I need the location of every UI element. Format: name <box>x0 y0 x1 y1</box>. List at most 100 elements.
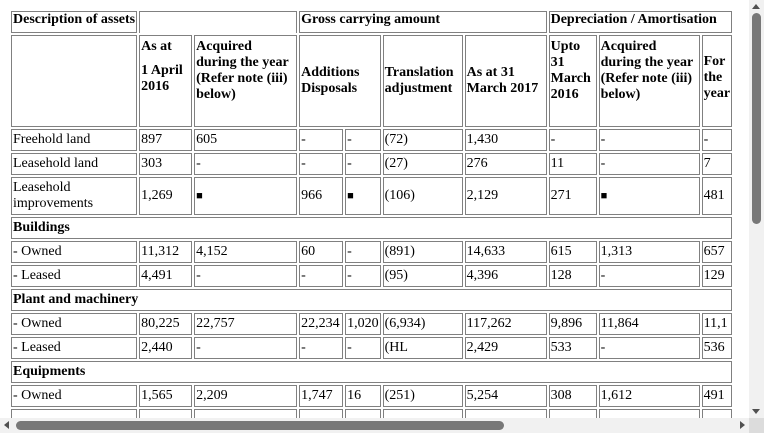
cell-dep-acquired <box>598 409 700 418</box>
scroll-down-arrow-icon[interactable] <box>752 409 760 414</box>
cell-acquired: - <box>194 153 298 175</box>
header-description: Description of assets <box>11 11 138 33</box>
cell-as-at-31-march-2017: 1,430 <box>464 129 547 151</box>
cell-as-at-1-april-2016 <box>139 409 193 418</box>
row-label: - Leased <box>11 337 138 359</box>
section-row: Plant and machinery <box>11 289 733 311</box>
scroll-left-arrow-icon[interactable] <box>4 421 9 429</box>
row-label <box>11 409 138 418</box>
cell-as-at-31-march-2017: 276 <box>464 153 547 175</box>
cell-dep-for-year: 657 <box>701 241 733 263</box>
cell-acquired: 4,152 <box>194 241 298 263</box>
cell-as-at-31-march-2017: 117,262 <box>464 313 547 335</box>
scroll-right-arrow-icon[interactable] <box>740 421 745 429</box>
cell-as-at-1-april-2016: 1,565 <box>139 385 193 407</box>
table-row: - Owned 80,225 22,757 22,234 1,020 (6,934) 117… <box>11 313 733 335</box>
table-row: Leasehold land 303- - - (27) 276 11-7 <box>11 153 733 175</box>
horizontal-scrollbar[interactable] <box>0 418 749 433</box>
vertical-scrollbar[interactable] <box>749 0 764 418</box>
cell-as-at-1-april-2016: 897 <box>139 129 193 151</box>
cell-as-at-1-april-2016: 303 <box>139 153 193 175</box>
cell-additions <box>299 409 344 418</box>
cell-additions: 1,747 <box>299 385 344 407</box>
cell-dep-upto-31-march-2016: - <box>548 129 597 151</box>
cell-translation-adjustment: (106) <box>382 177 463 215</box>
header-dep-acquired: Acquired during the year (Refer note (ii… <box>598 35 700 127</box>
cell-dep-acquired: - <box>598 265 700 287</box>
header-description-blank <box>11 35 138 127</box>
cell-translation-adjustment <box>382 409 463 418</box>
table-row: - Leased 2,440- - - (HL 2,429 533-536 <box>11 337 733 359</box>
table-row: - Owned 1,565 2,209 1,747 16 (251) 5,254 308 1,6… <box>11 385 733 407</box>
scrollbar-corner <box>749 418 764 433</box>
cell-dep-upto-31-march-2016: 308 <box>548 385 597 407</box>
cell-as-at-31-march-2017: 5,254 <box>464 385 547 407</box>
table-row: - Leased 4,491- - - (95) 4,396 128-129 <box>11 265 733 287</box>
cell-translation-adjustment: (HL <box>382 337 463 359</box>
cell-additions: 22,234 <box>299 313 344 335</box>
cell-acquired: ■ <box>194 177 298 215</box>
cell-as-at-31-march-2017 <box>464 409 547 418</box>
header-dep-upto-31-march-2016: Upto 31 March 2016 <box>548 35 597 127</box>
cell-dep-for-year <box>701 409 733 418</box>
cell-dep-acquired: ■ <box>598 177 700 215</box>
header-1-april-2016-label: 1 April 2016 <box>141 63 183 94</box>
cell-as-at-1-april-2016: 1,269 <box>139 177 193 215</box>
cell-dep-upto-31-march-2016: 533 <box>548 337 597 359</box>
cell-acquired: - <box>194 337 298 359</box>
cell-disposals <box>345 409 381 418</box>
cell-dep-acquired: 11,864 <box>598 313 700 335</box>
cell-additions: - <box>299 129 344 151</box>
cell-dep-upto-31-march-2016: 11 <box>548 153 597 175</box>
header-dep-for-year: For the year <box>701 35 733 127</box>
cell-acquired: 2,209 <box>194 385 298 407</box>
header-additions-disposals: Additions Disposals <box>299 35 381 127</box>
section-row: Buildings <box>11 217 733 239</box>
cell-dep-for-year: - <box>701 129 733 151</box>
table-row <box>11 409 733 418</box>
header-translation-adjustment: Translation adjustment <box>382 35 463 127</box>
cell-dep-upto-31-march-2016: 9,896 <box>548 313 597 335</box>
row-label: - Leased <box>11 265 138 287</box>
table-row: Leasehold improvements 1,269 ■ 966 ■ (106) 2,1… <box>11 177 733 215</box>
cell-dep-acquired: - <box>598 337 700 359</box>
cell-dep-acquired: - <box>598 129 700 151</box>
table-body: Description of assets Gross carrying amo… <box>11 11 733 418</box>
cell-translation-adjustment: (6,934) <box>382 313 463 335</box>
cell-additions: - <box>299 337 344 359</box>
header-gross-acquired: Acquired during the year (Refer note (ii… <box>194 35 298 127</box>
cell-dep-for-year: 536 <box>701 337 733 359</box>
section-row: Equipments <box>11 361 733 383</box>
cell-dep-upto-31-march-2016: 271 <box>548 177 597 215</box>
cell-disposals: ■ <box>345 177 381 215</box>
row-label: - Owned <box>11 241 138 263</box>
row-label: Leasehold land <box>11 153 138 175</box>
cell-as-at-31-march-2017: 2,429 <box>464 337 547 359</box>
table-viewport: Description of assets Gross carrying amo… <box>11 11 733 418</box>
scroll-up-arrow-icon[interactable] <box>752 4 760 9</box>
cell-disposals: - <box>345 129 381 151</box>
header-gross-carrying-amount: Gross carrying amount <box>299 11 547 33</box>
cell-dep-for-year: 491 <box>701 385 733 407</box>
cell-dep-upto-31-march-2016: 615 <box>548 241 597 263</box>
header-as-at-31-march-2017: As at 31 March 2017 <box>464 35 547 127</box>
table-row: - Owned 11,312 4,152 60- (891) 14,633 615 1,313… <box>11 241 733 263</box>
header-depreciation-amortisation: Depreciation / Amortisation <box>548 11 733 33</box>
cell-disposals: - <box>345 241 381 263</box>
cell-dep-for-year: 7 <box>701 153 733 175</box>
cell-dep-upto-31-march-2016: 128 <box>548 265 597 287</box>
header-disposals: Disposals <box>301 81 358 96</box>
cell-dep-acquired: 1,612 <box>598 385 700 407</box>
row-label: Freehold land <box>11 129 138 151</box>
cell-dep-upto-31-march-2016 <box>548 409 597 418</box>
cell-disposals: 16 <box>345 385 381 407</box>
table-row: Freehold land 897 605- - (72) 1,430- - - <box>11 129 733 151</box>
vertical-scroll-thumb[interactable] <box>752 13 761 224</box>
cell-as-at-1-april-2016: 2,440 <box>139 337 193 359</box>
cell-dep-for-year: 11,1 <box>701 313 733 335</box>
horizontal-scroll-thumb[interactable] <box>16 421 504 430</box>
cell-disposals: 1,020 <box>345 313 381 335</box>
cell-as-at-1-april-2016: 80,225 <box>139 313 193 335</box>
section-label: Plant and machinery <box>11 289 733 311</box>
cell-additions: - <box>299 265 344 287</box>
